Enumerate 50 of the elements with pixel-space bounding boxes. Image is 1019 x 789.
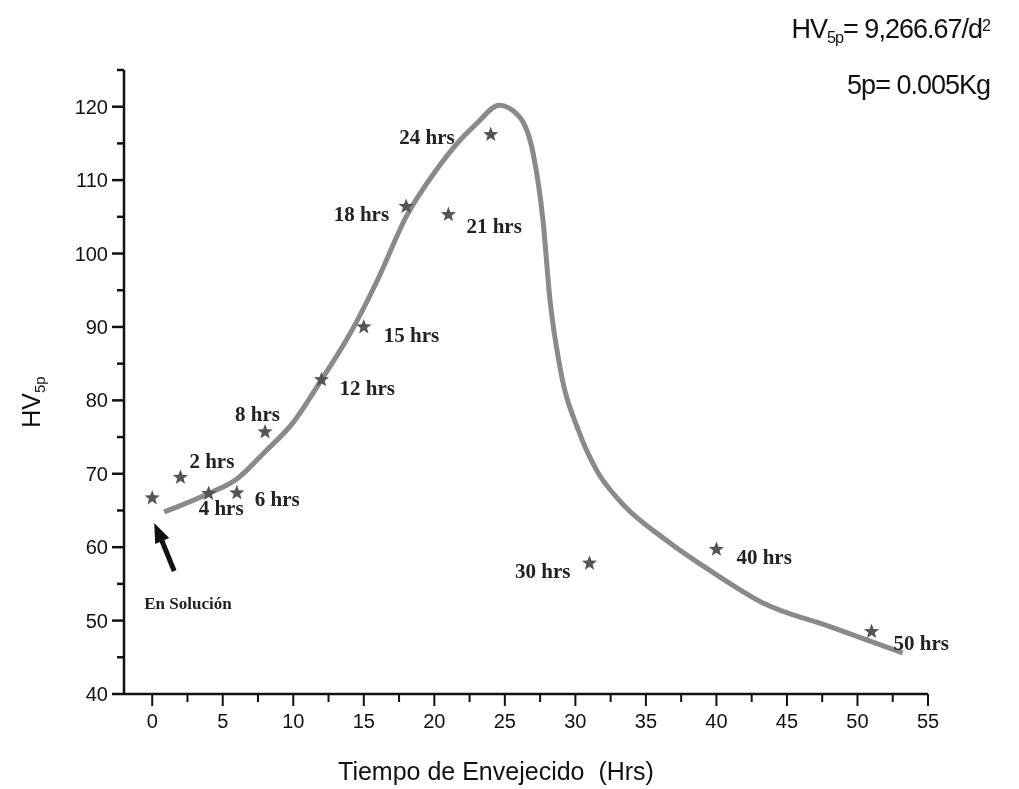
x-tick-label: 0: [146, 710, 158, 732]
y-tick-label: 90: [85, 315, 108, 338]
y-tick-label: 100: [74, 242, 108, 265]
text: HV$_{5p}$= 9,266.67/d$^{2}$: [791, 14, 991, 46]
point: [863, 623, 880, 639]
point: [257, 423, 273, 439]
point: [440, 206, 457, 222]
annotation: 50 hrs: [893, 630, 950, 655]
annotation: 15 hrs: [383, 323, 440, 348]
annotation: 12 hrs: [339, 376, 395, 401]
y-tick-label: 70: [85, 462, 108, 485]
x-tick-label: 35: [634, 710, 658, 732]
point: [201, 485, 217, 501]
annotation: 40 hrs: [736, 544, 792, 569]
annotation: En Solución: [144, 594, 233, 613]
x-tick-label: 20: [423, 710, 446, 732]
point: [356, 318, 372, 334]
point: [144, 489, 160, 505]
point: [483, 126, 499, 142]
annotation: 24 hrs: [399, 124, 455, 149]
y-tick-label: 120: [74, 95, 108, 118]
x-tick-label: 25: [493, 710, 516, 732]
point: [708, 541, 725, 556]
x-tick-label: 30: [564, 710, 587, 732]
y-tick-label: 80: [85, 389, 108, 412]
y-tick-label: 40: [85, 683, 108, 705]
x-axis-title: Tiempo de Envejecido (Hrs): [338, 757, 654, 785]
y-tick-label: 50: [85, 609, 108, 632]
annotation: 5p= 0.005Kg: [847, 70, 990, 100]
x-tick-label: 55: [916, 710, 940, 732]
x-tick-label: 50: [846, 710, 869, 732]
x-tick-label: 15: [352, 710, 375, 732]
annotation: 6 hrs: [254, 487, 300, 512]
annotation: 21 hrs: [466, 213, 522, 238]
point: [172, 469, 189, 484]
x-tick-label: 5: [217, 710, 229, 732]
point: [229, 484, 245, 500]
point: [398, 198, 414, 214]
x-tick-label: 10: [282, 710, 305, 732]
annotation: 8 hrs: [235, 402, 280, 427]
annotation: 30 hrs: [515, 558, 571, 583]
annotation: 4 hrs: [198, 495, 244, 520]
y-tick-label: 60: [85, 536, 108, 559]
x-tick-label: 40: [705, 710, 728, 732]
annotation: 2 hrs: [189, 448, 235, 473]
point: [581, 555, 598, 570]
annotation: 18 hrs: [333, 201, 390, 226]
y-tick-label: 110: [76, 169, 108, 192]
point: [313, 371, 330, 387]
x-tick-label: 45: [775, 710, 799, 732]
